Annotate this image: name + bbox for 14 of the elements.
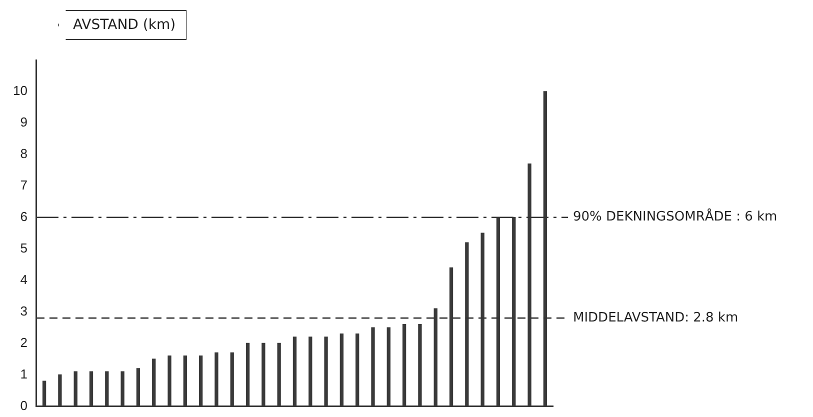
y-tick-label: 4 xyxy=(20,272,28,287)
y-tick-label: 1 xyxy=(20,366,28,382)
y-tick-label: 7 xyxy=(20,177,28,192)
y-tick-label: 10 xyxy=(12,83,28,98)
y-tick-label: 5 xyxy=(20,240,28,256)
y-tick-label: 2 xyxy=(20,334,28,350)
y-tick-label: 8 xyxy=(20,146,28,161)
y-tick-label: 9 xyxy=(20,114,28,130)
ref-line-label: MIDDELAVSTAND: 2.8 km xyxy=(573,310,738,326)
y-tick-label: 6 xyxy=(20,208,28,224)
y-tick-label: 3 xyxy=(20,303,28,318)
ref-line-label: 90% DEKNINGSOMRÅDE : 6 km xyxy=(573,208,778,225)
y-axis-title: AVSTAND (km) xyxy=(58,10,187,40)
y-tick-label: 0 xyxy=(20,398,28,413)
